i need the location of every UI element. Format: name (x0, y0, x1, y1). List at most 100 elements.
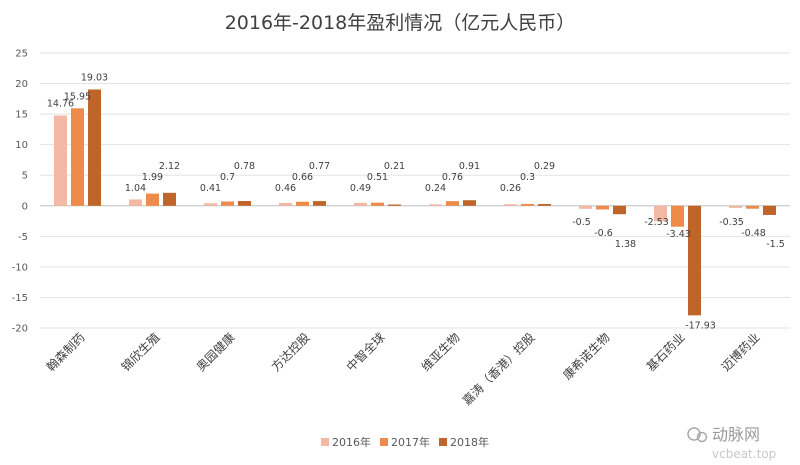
x-tick-label: 康希诺生物 (560, 330, 613, 383)
bar (221, 201, 234, 206)
data-label: 0.66 (292, 172, 313, 183)
x-tick-label: 翰森制药 (43, 330, 88, 375)
data-label: -2.53 (644, 217, 669, 228)
y-tick-label: 15 (15, 110, 28, 121)
bar (371, 202, 384, 206)
data-label: -1.5 (766, 239, 785, 250)
data-label: 19.03 (81, 72, 108, 83)
y-tick-label: -10 (12, 262, 28, 273)
legend-swatch (321, 438, 329, 446)
bar (388, 204, 401, 206)
x-tick-label: 中智全球 (343, 330, 388, 375)
wechat-icon-bubble (696, 431, 708, 443)
bar (521, 203, 534, 206)
y-tick-label: 10 (15, 140, 28, 151)
data-label: 2.12 (159, 161, 180, 172)
bar (129, 199, 142, 206)
x-tick-label: 迈博药业 (718, 330, 763, 375)
bar (613, 205, 626, 215)
watermark-main: 动脉网 (712, 425, 760, 444)
data-label: 0.77 (309, 161, 330, 172)
data-label: 0.46 (275, 183, 296, 194)
bar (446, 201, 459, 206)
watermark-sub: vcbeat.top (712, 447, 776, 461)
bar (688, 205, 701, 316)
y-tick-label: 5 (22, 171, 28, 182)
bar (504, 204, 517, 206)
data-label: 0.51 (367, 172, 388, 183)
y-tick-label: 20 (15, 79, 28, 90)
bar (54, 115, 67, 206)
gridlines (40, 52, 790, 329)
data-label: 0.24 (425, 183, 446, 194)
bar (538, 204, 551, 206)
data-label: 0.49 (350, 183, 371, 194)
data-label: -0.48 (741, 228, 766, 239)
y-tick-label: -20 (12, 324, 28, 335)
x-tick-label: 方达控股 (268, 330, 313, 375)
legend-swatch (439, 438, 447, 446)
data-label: 0.76 (442, 172, 463, 183)
bar (596, 205, 609, 210)
y-axis: 25 20 15 10 5 0 -5 -10 -15 -20 (12, 49, 28, 335)
data-label: 0.29 (534, 161, 555, 172)
legend-swatch (380, 438, 388, 446)
y-tick-label: 25 (15, 49, 28, 60)
data-label: -0.35 (719, 217, 744, 228)
bar (296, 201, 309, 206)
bar (463, 200, 476, 206)
x-tick-label: 基石药业 (644, 330, 688, 374)
bar (313, 201, 326, 206)
wechat-icon (687, 427, 701, 441)
x-tick-label: 锦欣生殖 (118, 330, 163, 375)
x-tick-label: 奥园健康 (193, 330, 238, 375)
data-label: 0.26 (500, 183, 521, 194)
data-label: 0.21 (384, 161, 405, 172)
legend-label: 2016年 (332, 435, 371, 449)
y-tick-label: 0 (22, 201, 28, 212)
x-tick-label: 嘉涛（香港）控股 (459, 330, 537, 408)
bar (763, 205, 776, 215)
data-label: 14.76 (47, 99, 74, 110)
data-label: 15.95 (64, 91, 91, 102)
data-label: -3.43 (666, 229, 691, 240)
bars (54, 89, 776, 316)
data-label: 1.38 (615, 239, 636, 250)
bar (71, 108, 84, 206)
legend-label: 2017年 (391, 435, 430, 449)
bar (204, 203, 217, 206)
data-label: 0.78 (234, 161, 255, 172)
bar (146, 193, 159, 206)
bar (163, 192, 176, 206)
data-label: 0.41 (200, 183, 221, 194)
data-label: 1.04 (125, 183, 146, 194)
bar (238, 201, 251, 206)
bar (579, 205, 592, 209)
bar (429, 204, 442, 206)
bar (354, 202, 367, 206)
bar (88, 89, 101, 206)
data-label: 0.3 (520, 172, 535, 183)
data-label: 1.99 (142, 172, 163, 183)
bar (279, 202, 292, 206)
legend: 2016年 2017年 2018年 (321, 435, 489, 449)
chart-title: 2016年-2018年盈利情况（亿元人民币） (225, 12, 576, 34)
bar (654, 205, 667, 222)
data-label: -0.5 (572, 217, 591, 228)
y-tick-label: -15 (12, 293, 28, 304)
watermark: 动脉网 vcbeat.top (687, 425, 776, 461)
data-label: 0.91 (459, 161, 480, 172)
legend-label: 2018年 (450, 435, 489, 449)
data-label: -0.6 (594, 228, 613, 239)
bar (729, 205, 742, 208)
y-tick-label: -5 (18, 232, 28, 243)
x-tick-label: 维亚生物 (419, 330, 463, 374)
bar (746, 205, 759, 209)
bar (671, 205, 684, 227)
data-label: -17.93 (685, 320, 716, 331)
data-label: 0.7 (220, 172, 235, 183)
